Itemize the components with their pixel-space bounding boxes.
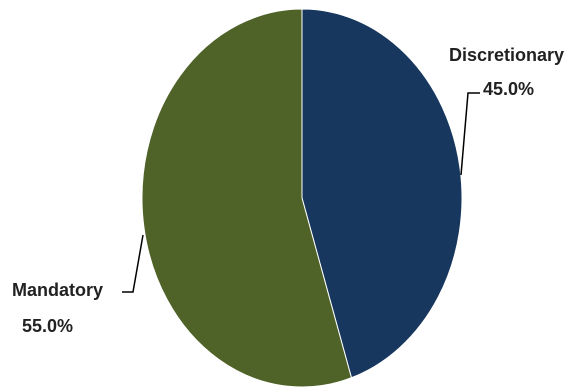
slice-label-mandatory: Mandatory bbox=[12, 280, 103, 300]
leader-line-discretionary bbox=[460, 92, 480, 176]
pie-slice-mandatory bbox=[141, 8, 353, 388]
leader-line-mandatory bbox=[122, 234, 144, 293]
slice-value-mandatory: 55.0% bbox=[22, 316, 73, 336]
pie-slices bbox=[141, 8, 463, 388]
leader-lines bbox=[122, 92, 480, 293]
slice-value-discretionary: 45.0% bbox=[483, 79, 534, 99]
pie-slice-discretionary bbox=[301, 8, 463, 379]
slice-label-discretionary: Discretionary bbox=[449, 45, 564, 65]
